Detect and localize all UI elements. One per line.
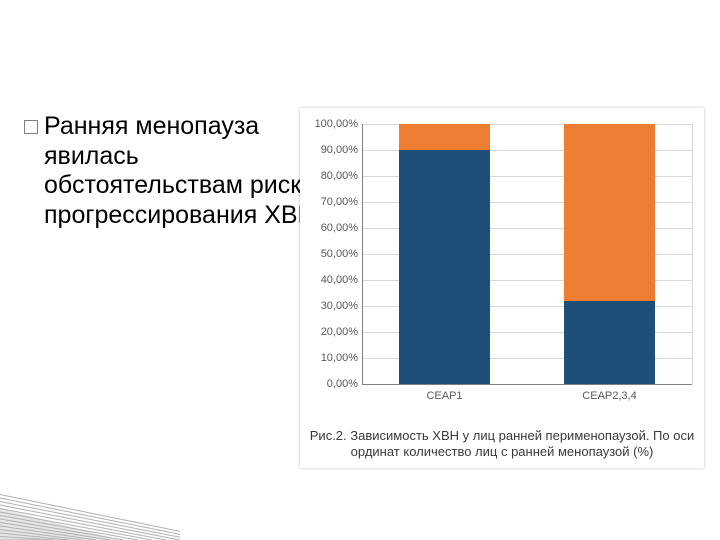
chart-bar-segment [399,150,490,384]
chart-y-tick-label: 90,00% [321,144,358,156]
chart-caption: Рис.2. Зависимость ХВН у лиц ранней пери… [300,428,704,461]
bullet-marker-icon [24,120,38,134]
chart-y-tick-label: 40,00% [321,274,358,286]
chart-y-tick-label: 60,00% [321,222,358,234]
chart-bar-segment [564,124,655,301]
chart-y-axis [362,124,363,384]
chart-bar-segment [564,301,655,384]
chart-x-axis [362,384,692,385]
chart-container: 0,00% 10,00% 20,00% 30,00% 40,00% 50,00% 60,00… [300,108,704,468]
chart-x-tick-label: CEAP1 [426,390,462,402]
corner-hatch-decor [0,460,180,540]
chart-y-tick-label: 70,00% [321,196,358,208]
chart-y-tick-label: 0,00% [327,378,358,390]
bullet-text: Ранняя менопауза явилась обстоятельствам… [44,112,344,230]
chart-y-tick-label: 10,00% [321,352,358,364]
chart-y-tick-label: 50,00% [321,248,358,260]
chart-plot-area: 0,00%10,00%20,00%30,00%40,00%50,00%60,00… [362,124,693,384]
chart-x-tick-label: CEAP2,3,4 [582,390,636,402]
chart-y-tick-label: 30,00% [321,300,358,312]
chart-y-tick-label: 80,00% [321,170,358,182]
chart-bar-segment [399,124,490,150]
slide: Ранняя менопауза явилась обстоятельствам… [0,0,720,540]
chart-y-tick-label: 100,00% [315,118,358,130]
bullet-item: Ранняя менопауза явилась обстоятельствам… [24,112,344,230]
chart-y-tick-label: 20,00% [321,326,358,338]
